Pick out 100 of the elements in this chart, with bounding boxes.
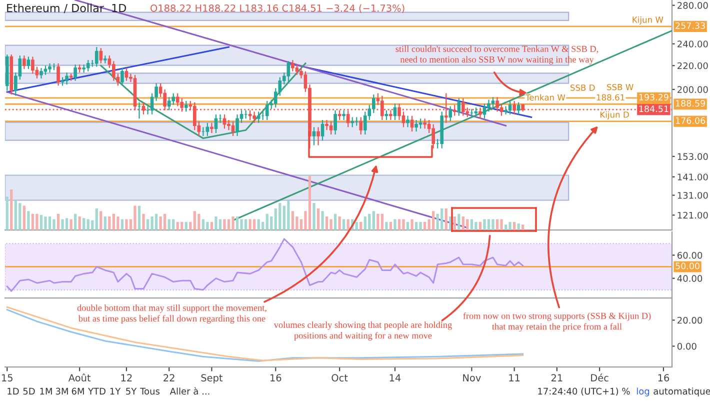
bar [134,206,136,230]
bar [27,211,30,230]
bar [202,219,205,230]
text: 1Y [110,388,121,394]
bar [236,216,239,230]
bar [330,219,332,230]
bar [168,219,170,230]
ref-line-label: 176.06 [676,117,706,124]
bar [146,219,150,230]
bar [470,219,474,230]
candlestick [478,107,482,120]
bar [142,214,145,230]
candlestick [491,96,495,108]
candlestick [350,116,354,128]
candlestick [124,67,128,82]
text: 1M [40,388,52,394]
bar [91,220,94,230]
candlestick [22,55,26,70]
candlestick [231,120,235,137]
y-tick-label: 220.00 [678,62,708,70]
candlestick [359,116,363,136]
bar [342,219,346,230]
bar [474,222,478,230]
bar [14,200,17,230]
bar [262,222,264,230]
bar [316,208,320,230]
candlestick [338,110,342,121]
bar [10,190,13,230]
candlestick [286,60,290,84]
candlestick [393,103,397,121]
candlestick [65,72,68,86]
candlestick [291,59,294,72]
bar [360,222,362,230]
bar [346,219,350,230]
bar [82,218,86,230]
bar [198,214,200,230]
bar [453,216,456,230]
candlestick [329,120,333,136]
x-tick-label: Août [68,374,91,382]
line-series [6,238,524,292]
bar [440,208,444,230]
candlestick [418,118,422,130]
candlestick [432,124,435,149]
bar [116,216,120,230]
bar [270,216,273,230]
candlestick [40,67,43,79]
candlestick [320,119,324,142]
candlestick [410,115,414,132]
candlestick [363,111,367,136]
candlestick [236,114,239,137]
bar [56,214,60,230]
bar [500,219,503,230]
bar [189,222,192,230]
bar [159,216,162,230]
text: % [622,388,630,395]
candlestick [172,92,176,106]
bar [394,219,396,230]
bar [389,222,392,230]
candlestick [372,94,376,114]
chart-subtitle: O188.22 H188.22 L183.16 C184.51 −3.24 (−1.73%) [150,4,404,13]
text: automatique [654,388,710,396]
candlestick [112,60,116,82]
x-tick-label: Déc [591,374,608,382]
x-tick-label: 21 [551,374,562,382]
bar [6,196,8,230]
ref-line-label: 193.29 [639,94,668,101]
bar [312,203,316,230]
candlestick [210,122,214,134]
bar [52,219,56,230]
bar [517,224,520,230]
bar [210,222,214,230]
bar [227,219,230,230]
candlestick [252,111,256,124]
bar [364,216,366,230]
bar [120,219,124,230]
x-tick-label: Oct [332,374,348,382]
bar [512,222,516,230]
text: 6M [72,388,84,395]
candlestick [222,114,226,130]
bar [74,214,77,230]
text: log [636,388,650,396]
bar [70,219,72,230]
y-tick-label: 141.00 [678,174,708,180]
bar [214,216,218,230]
bar [402,219,405,230]
candlestick [406,115,410,128]
x-tick-label: Sept [201,374,223,384]
y-tick-label: 280.00 [678,2,708,9]
bar [462,216,464,230]
candlestick [312,126,316,146]
bar [291,211,294,230]
x-tick-label: 16 [270,374,282,382]
bar [334,214,337,230]
candlestick [227,119,230,131]
bar [492,219,494,230]
bar [18,203,22,230]
bar [206,222,209,230]
annotation: SSB D [570,84,595,91]
bar [385,222,388,230]
bar [478,222,482,230]
